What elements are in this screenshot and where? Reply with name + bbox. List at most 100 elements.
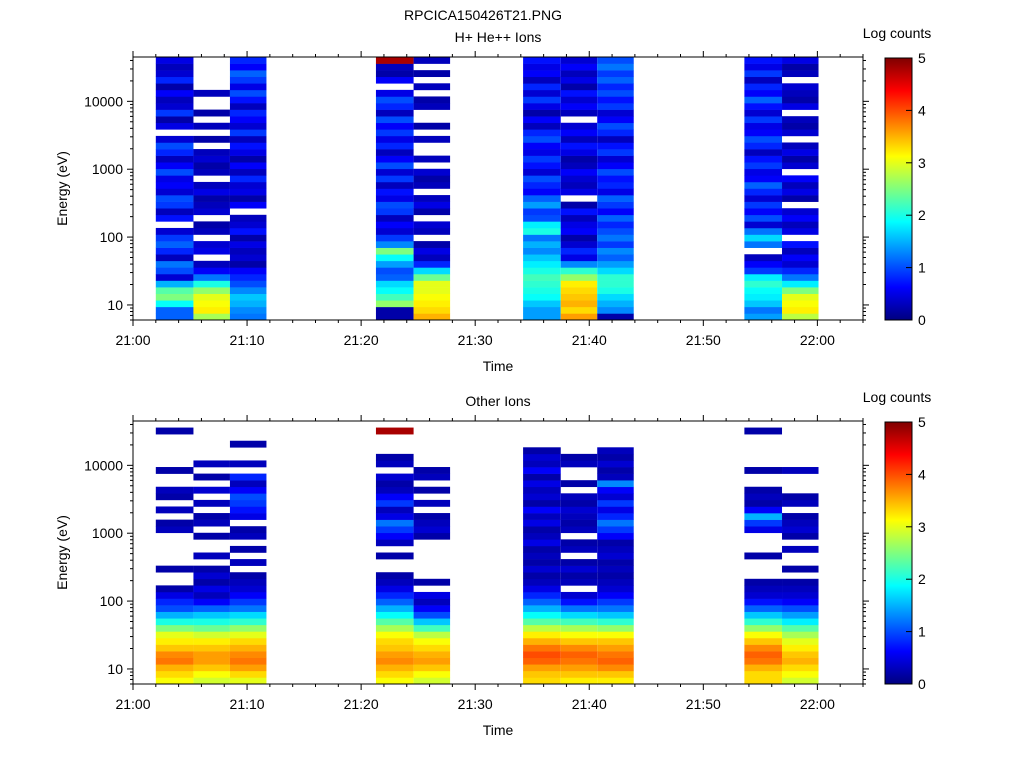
spectrogram-cell [597, 559, 634, 566]
spectrogram-cell [597, 273, 634, 281]
spectrogram-cell [413, 208, 451, 216]
spectrogram-cell [155, 195, 194, 202]
spectrogram-cell [782, 267, 819, 275]
spectrogram-cell [375, 519, 414, 527]
y-axis-label: Energy (eV) [54, 515, 70, 590]
spectrogram-cell [744, 96, 783, 104]
spectrogram-cell [375, 657, 414, 665]
x-tick-label: 21:40 [572, 696, 607, 712]
spectrogram-cell [193, 227, 230, 235]
spectrogram-cell [523, 513, 561, 520]
spectrogram-cell [523, 499, 561, 507]
spectrogram-cell [560, 300, 598, 308]
spectrogram-cell [782, 195, 819, 202]
spectrogram-cell [782, 306, 819, 314]
spectrogram-cell [229, 651, 267, 659]
spectrogram-cell [744, 273, 783, 281]
spectrogram-cell [744, 260, 783, 268]
spectrogram-cell [597, 109, 634, 117]
spectrogram-cell [229, 506, 267, 514]
spectrogram-cell [523, 453, 561, 461]
spectrogram-cell [782, 293, 819, 301]
spectrogram-cell [560, 578, 598, 586]
spectrogram-cell [523, 578, 561, 586]
spectrogram-cell [597, 287, 634, 294]
y-tick-label: 10000 [84, 457, 123, 473]
spectrogram-cell [744, 591, 783, 599]
spectrogram-cell [523, 214, 561, 222]
spectrogram-cell [193, 260, 230, 268]
spectrogram-cell [375, 267, 414, 275]
spectrogram-cell [523, 618, 561, 626]
spectrogram-cell [229, 122, 267, 130]
panel-1: H+ He++ Ions 21:00 21:10 21:20 21:30 21:40 21:… [54, 25, 931, 374]
spectrogram-cell [782, 96, 819, 104]
spectrogram-cell [597, 467, 634, 474]
spectrogram-cell [375, 670, 414, 678]
spectrogram-cell [155, 637, 194, 645]
x-tick-label: 22:00 [800, 696, 835, 712]
spectrogram-cell [413, 175, 451, 183]
spectrogram-cell [413, 300, 451, 308]
spectrogram-cell [782, 598, 819, 606]
spectrogram-cell [782, 513, 819, 520]
spectrogram-cell [229, 273, 267, 281]
spectrogram-cell [523, 552, 561, 560]
spectrogram-cell [413, 280, 451, 288]
spectrogram-cell [523, 486, 561, 494]
spectrogram-cell [744, 552, 783, 560]
spectrogram-cell [744, 670, 783, 678]
spectrogram-cell [597, 506, 634, 514]
spectrogram-cell [413, 70, 451, 78]
spectrogram-cell [782, 287, 819, 294]
spectrogram-cell [413, 519, 451, 527]
spectrogram-cell [597, 241, 634, 248]
spectrogram-cell [375, 526, 414, 534]
spectrogram-cell [375, 664, 414, 672]
spectrogram-cell [375, 453, 414, 461]
spectrogram-cell [193, 605, 230, 612]
spectrogram-cell [413, 227, 451, 235]
spectrogram-cell [413, 313, 451, 321]
spectrogram-cell [523, 168, 561, 176]
spectrogram-cell [375, 70, 414, 78]
spectrogram-cell [375, 181, 414, 189]
colorbar-label: Log counts [863, 389, 932, 405]
spectrogram-cell [413, 96, 451, 104]
spectrogram-cell [744, 76, 783, 84]
spectrogram-cell [193, 135, 230, 143]
spectrogram-cell [523, 651, 561, 659]
spectrogram-cell [744, 221, 783, 229]
spectrogram-cell [782, 591, 819, 599]
spectrogram-cell [597, 677, 634, 685]
spectrogram-cell [155, 598, 194, 606]
spectrogram-cell [523, 63, 561, 71]
spectrogram-cell [229, 618, 267, 626]
spectrogram-cell [375, 513, 414, 520]
spectrogram-cell [155, 287, 194, 294]
x-axis-label: Time [483, 722, 514, 738]
spectrogram-cell [597, 578, 634, 586]
spectrogram-cell [375, 677, 414, 685]
spectrogram-cell [597, 293, 634, 301]
spectrogram-cell [560, 149, 598, 156]
spectrogram-cell [597, 644, 634, 652]
spectrogram-cell [597, 142, 634, 150]
spectrogram-cell [782, 644, 819, 652]
spectrogram-cell [782, 631, 819, 639]
colorbar-tick-label: 1 [918, 624, 926, 640]
colorbar-tick-label: 0 [918, 312, 926, 328]
spectrogram-cell [782, 280, 819, 288]
spectrogram-cell [597, 227, 634, 235]
spectrogram-cell [155, 605, 194, 612]
spectrogram-cell [375, 221, 414, 229]
spectrogram-cell [597, 76, 634, 84]
spectrogram-cell [597, 598, 634, 606]
spectrogram-cell [413, 267, 451, 275]
spectrogram-cell [782, 63, 819, 71]
spectrogram-cell [155, 254, 194, 262]
spectrogram-cell [744, 208, 783, 216]
spectrogram-cell [375, 168, 414, 176]
spectrogram-cell [744, 598, 783, 606]
spectrogram-cell [744, 201, 783, 209]
